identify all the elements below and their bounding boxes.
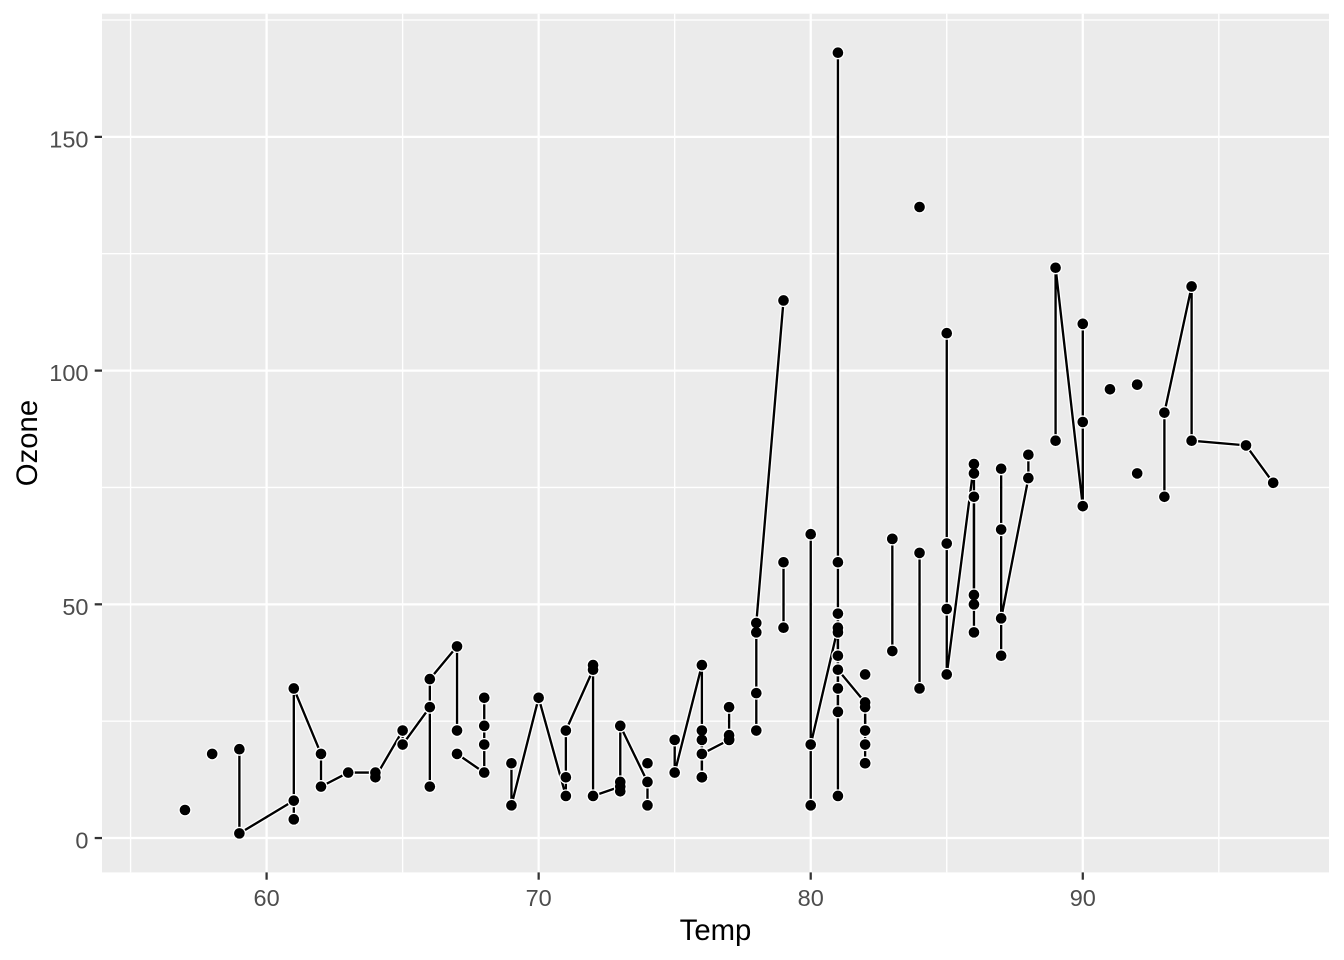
svg-text:100: 100 — [49, 360, 88, 386]
svg-text:90: 90 — [1070, 885, 1096, 911]
svg-text:50: 50 — [62, 594, 88, 620]
svg-text:0: 0 — [75, 828, 88, 854]
svg-text:70: 70 — [526, 885, 552, 911]
svg-text:Temp: Temp — [680, 914, 752, 947]
svg-text:80: 80 — [798, 885, 824, 911]
svg-text:Ozone: Ozone — [11, 400, 44, 486]
svg-text:150: 150 — [49, 126, 88, 152]
svg-text:60: 60 — [254, 885, 280, 911]
